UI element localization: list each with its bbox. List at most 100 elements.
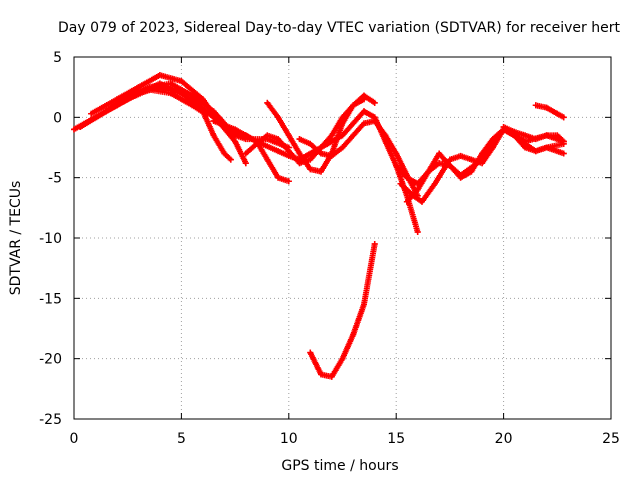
data-point	[393, 150, 400, 157]
data-point	[403, 174, 410, 181]
data-point	[418, 198, 425, 205]
data-point	[307, 140, 314, 147]
data-point	[328, 373, 335, 380]
data-point	[360, 120, 367, 127]
data-point	[318, 168, 325, 175]
data-point	[543, 104, 550, 111]
data-point	[532, 136, 539, 143]
data-point	[457, 174, 464, 181]
data-point	[350, 102, 357, 109]
data-point	[167, 80, 174, 87]
data-point	[560, 114, 567, 121]
data-point	[253, 140, 260, 147]
data-point	[371, 117, 378, 124]
data-point	[113, 102, 120, 109]
x-tick-label: 20	[495, 431, 513, 447]
data-point	[318, 371, 325, 378]
data-point	[468, 156, 475, 163]
data-point	[178, 90, 185, 97]
data-point	[371, 99, 378, 106]
data-point	[285, 178, 292, 185]
data-point	[189, 92, 196, 99]
data-point	[275, 148, 282, 155]
data-point	[242, 160, 249, 167]
data-point	[135, 90, 142, 97]
series-track-10	[307, 241, 378, 380]
data-point	[436, 160, 443, 167]
data-point	[560, 150, 567, 157]
data-point	[242, 150, 249, 157]
data-point	[227, 156, 234, 163]
data-point	[543, 144, 550, 151]
y-tick-label: -15	[39, 291, 62, 307]
x-tick-label: 5	[177, 431, 186, 447]
data-point	[307, 166, 314, 173]
data-point	[457, 152, 464, 159]
y-tick-label: -5	[48, 171, 62, 187]
y-tick-label: 5	[53, 50, 62, 66]
data-point	[232, 138, 239, 145]
data-point	[210, 117, 217, 124]
data-point	[264, 132, 271, 139]
data-point	[360, 108, 367, 115]
data-point	[275, 174, 282, 181]
data-point	[307, 349, 314, 356]
data-point	[436, 150, 443, 157]
data-point	[532, 148, 539, 155]
data-point	[393, 162, 400, 169]
series-markers	[264, 92, 378, 175]
data-point	[479, 150, 486, 157]
data-point	[296, 136, 303, 143]
data-point	[318, 144, 325, 151]
data-point	[522, 132, 529, 139]
data-point	[71, 126, 77, 133]
x-tick-label: 15	[387, 431, 405, 447]
data-point	[307, 156, 314, 163]
data-point	[195, 102, 202, 109]
grid-lines	[74, 57, 611, 419]
data-point	[210, 108, 217, 115]
data-point	[511, 128, 518, 135]
data-point	[414, 228, 421, 235]
data-point	[296, 150, 303, 157]
data-point	[328, 152, 335, 159]
chart-title: Day 079 of 2023, Sidereal Day-to-day VTE…	[58, 20, 620, 36]
data-point	[350, 120, 357, 127]
data-point	[560, 138, 567, 145]
x-tick-label: 10	[280, 431, 298, 447]
data-point	[339, 120, 346, 127]
data-point	[382, 132, 389, 139]
data-point	[156, 72, 163, 79]
data-point	[328, 132, 335, 139]
data-point	[414, 186, 421, 193]
y-tick-label: -10	[39, 231, 62, 247]
data-points	[71, 72, 567, 380]
data-point	[296, 160, 303, 167]
y-axis-label: SDTVAR / TECUs	[8, 181, 24, 296]
data-point	[285, 148, 292, 155]
data-point	[339, 144, 346, 151]
data-point	[425, 168, 432, 175]
series-track-5	[113, 84, 292, 185]
data-point	[88, 110, 95, 117]
data-point	[554, 132, 561, 139]
data-point	[156, 84, 163, 91]
data-point	[489, 144, 496, 151]
data-point	[489, 136, 496, 143]
x-tick-label: 25	[602, 431, 620, 447]
data-point	[350, 132, 357, 139]
series-track-14	[532, 102, 567, 121]
axis-ticks: 0 5 10 15 20 25 5 0 -5 -10 -15 -20 -25	[39, 50, 620, 447]
data-point	[446, 162, 453, 169]
data-point	[350, 331, 357, 338]
data-point	[103, 108, 110, 115]
data-point	[285, 132, 292, 139]
data-point	[210, 132, 217, 139]
data-point	[403, 198, 410, 205]
data-point	[339, 355, 346, 362]
y-tick-label: 0	[53, 110, 62, 126]
data-point	[178, 78, 185, 85]
series-track-8	[264, 92, 378, 175]
data-point	[543, 132, 550, 139]
